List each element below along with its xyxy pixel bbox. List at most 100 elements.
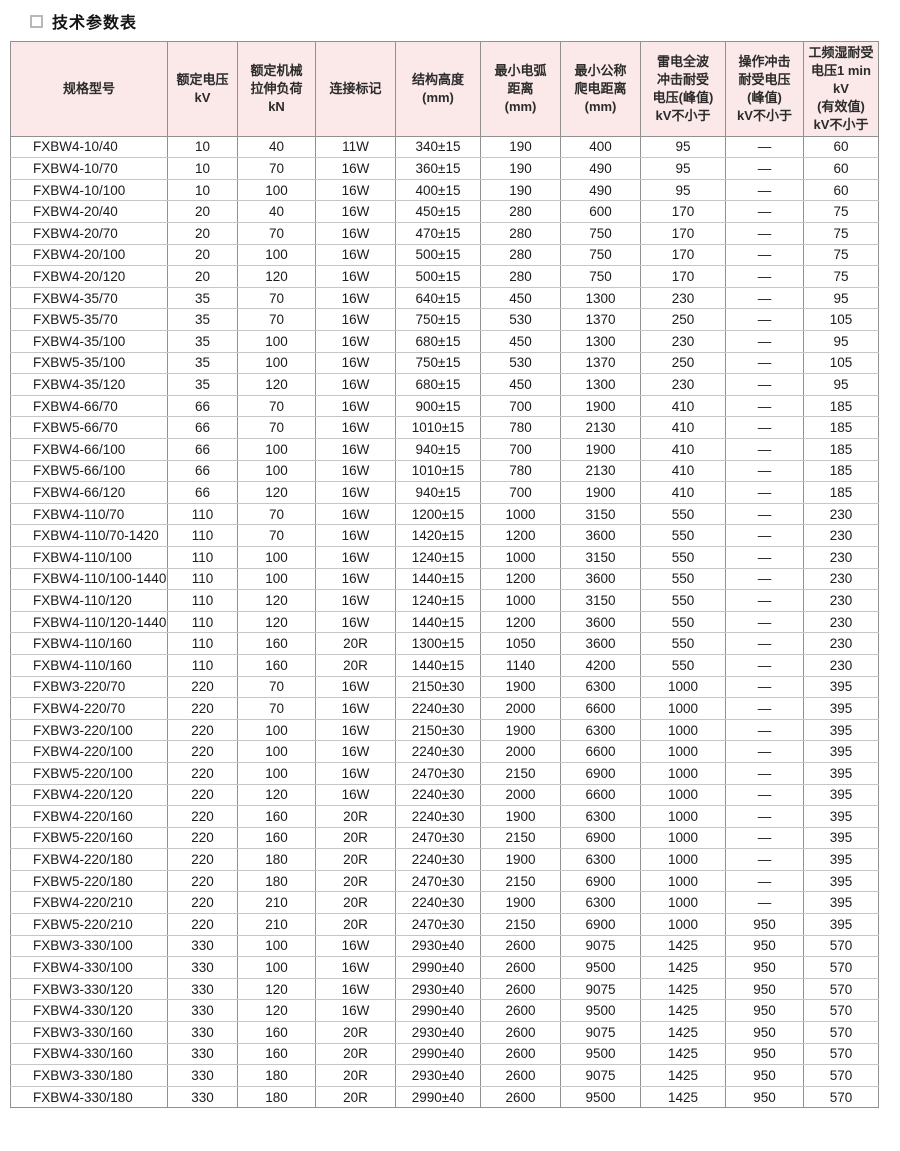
value-cell: 16W: [315, 373, 396, 396]
value-cell: 35: [167, 287, 238, 310]
value-cell: 2150: [480, 762, 561, 785]
value-cell: 450: [480, 373, 561, 396]
value-cell: 230: [803, 654, 879, 677]
value-cell: 2000: [480, 740, 561, 763]
value-cell: 1425: [640, 1043, 726, 1066]
model-cell: FXBW4-330/100: [10, 956, 168, 979]
value-cell: 950: [725, 956, 804, 979]
value-cell: 6900: [560, 827, 641, 850]
value-cell: 6600: [560, 697, 641, 720]
value-cell: —: [725, 719, 804, 742]
value-cell: 570: [803, 1021, 879, 1044]
value-cell: 950: [725, 1043, 804, 1066]
table-row: FXBW5-220/180 220 180 20R 2470±30 2150 6900 100…: [10, 870, 879, 893]
value-cell: 16W: [315, 956, 396, 979]
value-cell: 2000: [480, 784, 561, 807]
value-cell: 9500: [560, 1086, 641, 1109]
value-cell: 700: [480, 481, 561, 504]
value-cell: 180: [237, 870, 316, 893]
value-cell: 230: [803, 632, 879, 655]
value-cell: 2990±40: [395, 999, 481, 1023]
value-cell: 160: [237, 827, 316, 850]
value-cell: 70: [237, 524, 316, 547]
value-cell: 20R: [315, 891, 396, 915]
value-cell: 2240±30: [395, 784, 481, 807]
value-cell: 16W: [315, 503, 396, 526]
value-cell: 780: [480, 460, 561, 483]
value-cell: 230: [803, 524, 879, 547]
table-row: FXBW4-330/180 330 180 20R 2990±40 2600 9500 142…: [10, 1086, 879, 1109]
value-cell: 70: [237, 308, 316, 332]
value-cell: 750: [560, 222, 641, 245]
value-cell: 2930±40: [395, 1021, 481, 1044]
value-cell: 1900: [480, 676, 561, 699]
value-cell: 700: [480, 438, 561, 461]
value-cell: 210: [237, 891, 316, 915]
value-cell: 1200: [480, 524, 561, 547]
value-cell: 70: [237, 697, 316, 720]
value-cell: 6900: [560, 870, 641, 893]
table-row: FXBW4-66/70 66 70 16W 900±15 700 1900 410—185: [10, 395, 879, 418]
table-row: FXBW4-110/70-1420 110 70 16W 1420±15 1200 3600…: [10, 524, 879, 547]
value-cell: —: [725, 740, 804, 763]
value-cell: 1000: [640, 697, 726, 720]
value-cell: 330: [167, 978, 238, 1001]
model-cell: FXBW4-110/160: [10, 654, 168, 677]
value-cell: —: [725, 460, 804, 483]
model-cell: FXBW5-220/210: [10, 913, 168, 936]
value-cell: 16W: [315, 265, 396, 288]
value-cell: 16W: [315, 935, 396, 958]
value-cell: 160: [237, 1021, 316, 1044]
value-cell: 1000: [640, 870, 726, 893]
value-cell: 4200: [560, 654, 641, 677]
model-cell: FXBW4-220/100: [10, 740, 168, 763]
table-row: FXBW4-220/160 220 160 20R 2240±30 1900 6300 100…: [10, 805, 879, 828]
value-cell: 950: [725, 1021, 804, 1044]
value-cell: 220: [167, 805, 238, 828]
model-cell: FXBW4-220/70: [10, 697, 168, 720]
value-cell: 110: [167, 503, 238, 526]
value-cell: 2600: [480, 956, 561, 979]
value-cell: 330: [167, 1086, 238, 1109]
value-cell: 1300: [560, 287, 641, 310]
value-cell: 20R: [315, 1043, 396, 1066]
col-header-power-frequency-wet: 工频湿耐受 电压1 min kV (有效值) kV不小于: [803, 41, 879, 137]
value-cell: 1200: [480, 568, 561, 591]
value-cell: 2470±30: [395, 762, 481, 785]
value-cell: 2930±40: [395, 935, 481, 958]
value-cell: 680±15: [395, 330, 481, 353]
value-cell: 280: [480, 244, 561, 267]
value-cell: 340±15: [395, 136, 481, 159]
value-cell: 2990±40: [395, 1086, 481, 1109]
value-cell: 1900: [560, 438, 641, 461]
model-cell: FXBW5-66/100: [10, 460, 168, 483]
value-cell: 16W: [315, 438, 396, 461]
table-row: FXBW4-220/120 220 120 16W 2240±30 2000 6600 100…: [10, 784, 879, 807]
table-row: FXBW4-110/100-1440 110 100 16W 1440±15 1200 36…: [10, 568, 879, 591]
model-cell: FXBW4-330/160: [10, 1043, 168, 1066]
value-cell: 6900: [560, 762, 641, 785]
value-cell: 75: [803, 222, 879, 245]
value-cell: 2240±30: [395, 740, 481, 763]
value-cell: 2150±30: [395, 719, 481, 742]
value-cell: 1425: [640, 935, 726, 958]
value-cell: 16W: [315, 784, 396, 807]
section-title: 技术参数表: [30, 10, 890, 32]
value-cell: 950: [725, 999, 804, 1023]
value-cell: 1050: [480, 632, 561, 655]
model-cell: FXBW5-66/70: [10, 416, 168, 439]
value-cell: 2150±30: [395, 676, 481, 699]
value-cell: 570: [803, 1086, 879, 1109]
model-cell: FXBW3-330/120: [10, 978, 168, 1001]
value-cell: 170: [640, 244, 726, 267]
value-cell: 105: [803, 308, 879, 332]
table-row: FXBW4-20/40 20 40 16W 450±15 280 600 170—75: [10, 200, 879, 224]
value-cell: 395: [803, 848, 879, 871]
value-cell: 70: [237, 222, 316, 245]
value-cell: —: [725, 589, 804, 612]
value-cell: 16W: [315, 589, 396, 612]
value-cell: 110: [167, 654, 238, 677]
value-cell: 20R: [315, 1064, 396, 1087]
value-cell: 170: [640, 200, 726, 224]
value-cell: 1900: [560, 395, 641, 418]
